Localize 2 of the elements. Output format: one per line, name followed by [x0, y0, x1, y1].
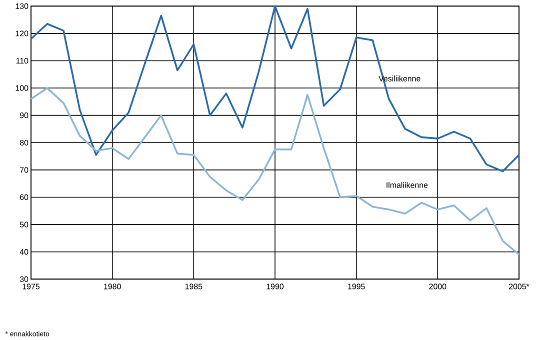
line-series	[30, 5, 520, 172]
line-series	[30, 87, 520, 256]
